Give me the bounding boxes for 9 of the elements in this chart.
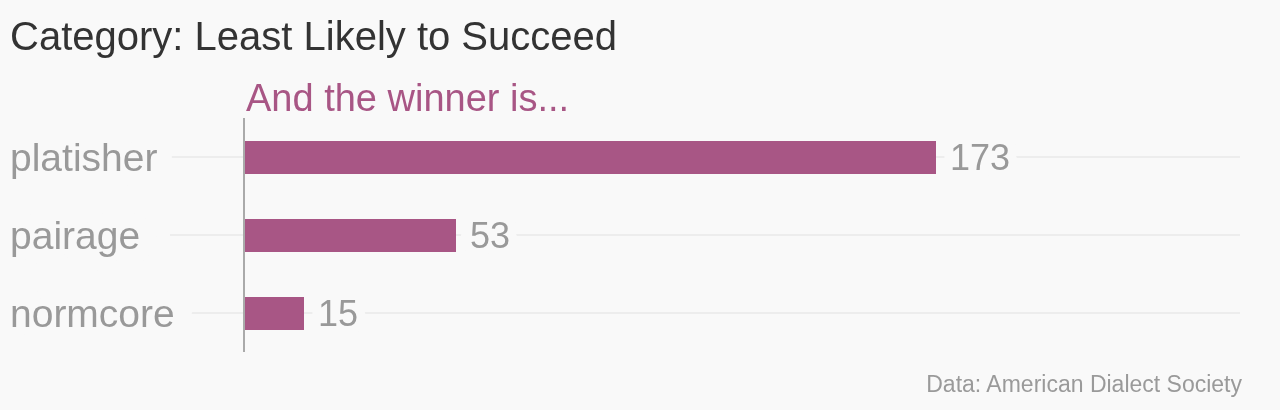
y-tick-label: platisher xyxy=(10,135,158,179)
y-tick-label: normcore xyxy=(10,291,175,335)
y-tick-label: pairage xyxy=(10,213,141,257)
text: Data: American Dialect Society xyxy=(926,370,1242,398)
series-label: And the winner is... xyxy=(246,76,570,120)
data-label: 15 xyxy=(318,293,359,335)
chart-title: Category: Least Likely to Succeed xyxy=(10,13,618,60)
data-label: 53 xyxy=(470,215,511,257)
data-label: 173 xyxy=(950,137,1011,179)
